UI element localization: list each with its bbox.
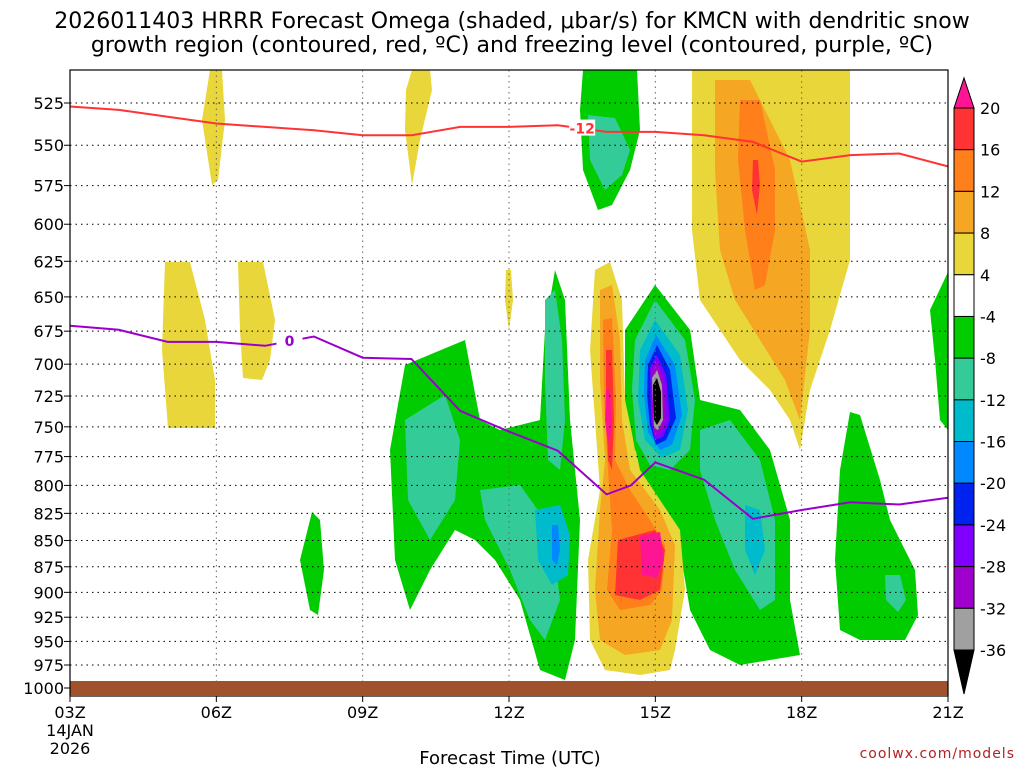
colorbar-label: -28 [980, 558, 1006, 577]
x-date-line1: 14JAN [46, 721, 94, 740]
y-tick-label: 625 [33, 252, 64, 271]
colorbar-label: -20 [980, 474, 1006, 493]
plot-area: -12 0 [69, 69, 949, 697]
colorbar-label: -24 [980, 516, 1006, 535]
x-tick-label: 06Z [201, 703, 232, 722]
chart-title-line1: 2026011403 HRRR Forecast Omega (shaded, … [54, 9, 969, 34]
y-axis: 525 550 575 600 625 650 675 700 725 750 775 800 825 8… [23, 94, 70, 698]
colorbar-label: 16 [980, 141, 1000, 160]
omega-region-yellow-left-2 [405, 70, 432, 185]
omega-shading [162, 70, 948, 680]
x-tick-label: 21Z [932, 703, 963, 722]
x-date-line2: 2026 [50, 739, 91, 758]
omega-region-teal-main [405, 395, 460, 540]
chart-title-line2: growth region (contoured, red, ºC) and f… [91, 33, 933, 58]
omega-region-yellow-left-4 [238, 262, 275, 380]
omega-region-yellow-thin [505, 270, 513, 330]
y-tick-label: 600 [33, 215, 64, 234]
colorbar-label: 12 [980, 182, 1000, 201]
colorbar-label: -36 [980, 641, 1006, 660]
colorbar-label: -16 [980, 433, 1006, 452]
terrain-ground [70, 681, 948, 695]
x-tick-label: 09Z [347, 703, 378, 722]
dgz-contour-label-bg [569, 119, 596, 136]
y-tick-label: 925 [33, 608, 64, 627]
colorbar-swatch [953, 357, 975, 401]
colorbar-swatch [953, 149, 975, 192]
x-tick-label: 15Z [640, 703, 671, 722]
colorbar-label: -12 [980, 391, 1006, 410]
y-tick-label: 875 [33, 558, 64, 577]
x-tick-label: 12Z [493, 703, 524, 722]
y-tick-label: 975 [33, 656, 64, 675]
y-tick-label: 525 [33, 94, 64, 113]
y-tick-label: 775 [33, 448, 64, 467]
freezing-level-contour-line [70, 324, 948, 520]
omega-region-green-upper-teal [588, 115, 630, 190]
credit-text: coolwx.com/models [860, 746, 1015, 762]
colorbar-swatch [953, 566, 975, 609]
omega-region-pink-core [605, 390, 664, 578]
omega-region-teal-col [545, 290, 565, 470]
colorbar: 20 16 12 8 4 -4 -8 -12 -16 -20 -24 -28 -32 -36 [953, 76, 1006, 695]
colorbar-label: 4 [980, 266, 990, 285]
y-tick-label: 900 [33, 583, 64, 602]
colorbar-swatch [953, 315, 975, 359]
freezing-level-contour-label: 0 [285, 334, 295, 350]
y-tick-label: 750 [33, 418, 64, 437]
colorbar-swatch [953, 274, 975, 317]
omega-region-green-edge [930, 272, 948, 430]
x-tick-label: 18Z [786, 703, 817, 722]
y-tick-label: 1000 [23, 679, 64, 698]
colorbar-label: -32 [980, 599, 1006, 618]
colorbar-swatch [953, 524, 975, 568]
colorbar-label: 8 [980, 224, 990, 243]
omega-region-yellow-left-3 [162, 262, 215, 428]
x-tick-label: 03Z [54, 703, 85, 722]
contour-labels: -12 0 [276, 119, 596, 350]
colorbar-swatch [953, 232, 975, 276]
omega-region-green-small-left [300, 512, 324, 615]
dgz-contour-line [70, 105, 948, 168]
freezing-level-contour-label-bg [276, 332, 303, 349]
omega-region-upper-plume-red [752, 160, 760, 215]
y-tick-label: 950 [33, 632, 64, 651]
omega-region-teal-far-right [885, 575, 906, 612]
omega-region-blue-mid [552, 525, 560, 565]
omega-region-yellow-left-1 [202, 70, 225, 185]
x-axis-title: Forecast Time (UTC) [419, 748, 600, 768]
colorbar-swatch [953, 190, 975, 234]
omega-region-cyan-right [745, 505, 765, 575]
y-tick-label: 800 [33, 476, 64, 495]
y-tick-label: 700 [33, 355, 64, 374]
colorbar-swatch [953, 607, 975, 651]
colorbar-swatch [953, 399, 975, 443]
y-tick-label: 575 [33, 177, 64, 196]
y-tick-label: 725 [33, 387, 64, 406]
colorbar-swatch [953, 441, 975, 484]
y-tick-label: 850 [33, 531, 64, 550]
colorbar-swatch [953, 482, 975, 526]
colorbar-label: -8 [980, 349, 996, 368]
y-tick-label: 550 [33, 136, 64, 155]
dgz-contour-label: -12 [570, 122, 595, 138]
y-tick-label: 650 [33, 288, 64, 307]
colorbar-label: 20 [980, 99, 1000, 118]
colorbar-bottom-triangle [953, 649, 975, 695]
y-tick-label: 825 [33, 504, 64, 523]
colorbar-top-triangle [953, 76, 975, 109]
y-tick-label: 675 [33, 322, 64, 341]
colorbar-swatch [953, 107, 975, 151]
colorbar-label: -4 [980, 307, 996, 326]
